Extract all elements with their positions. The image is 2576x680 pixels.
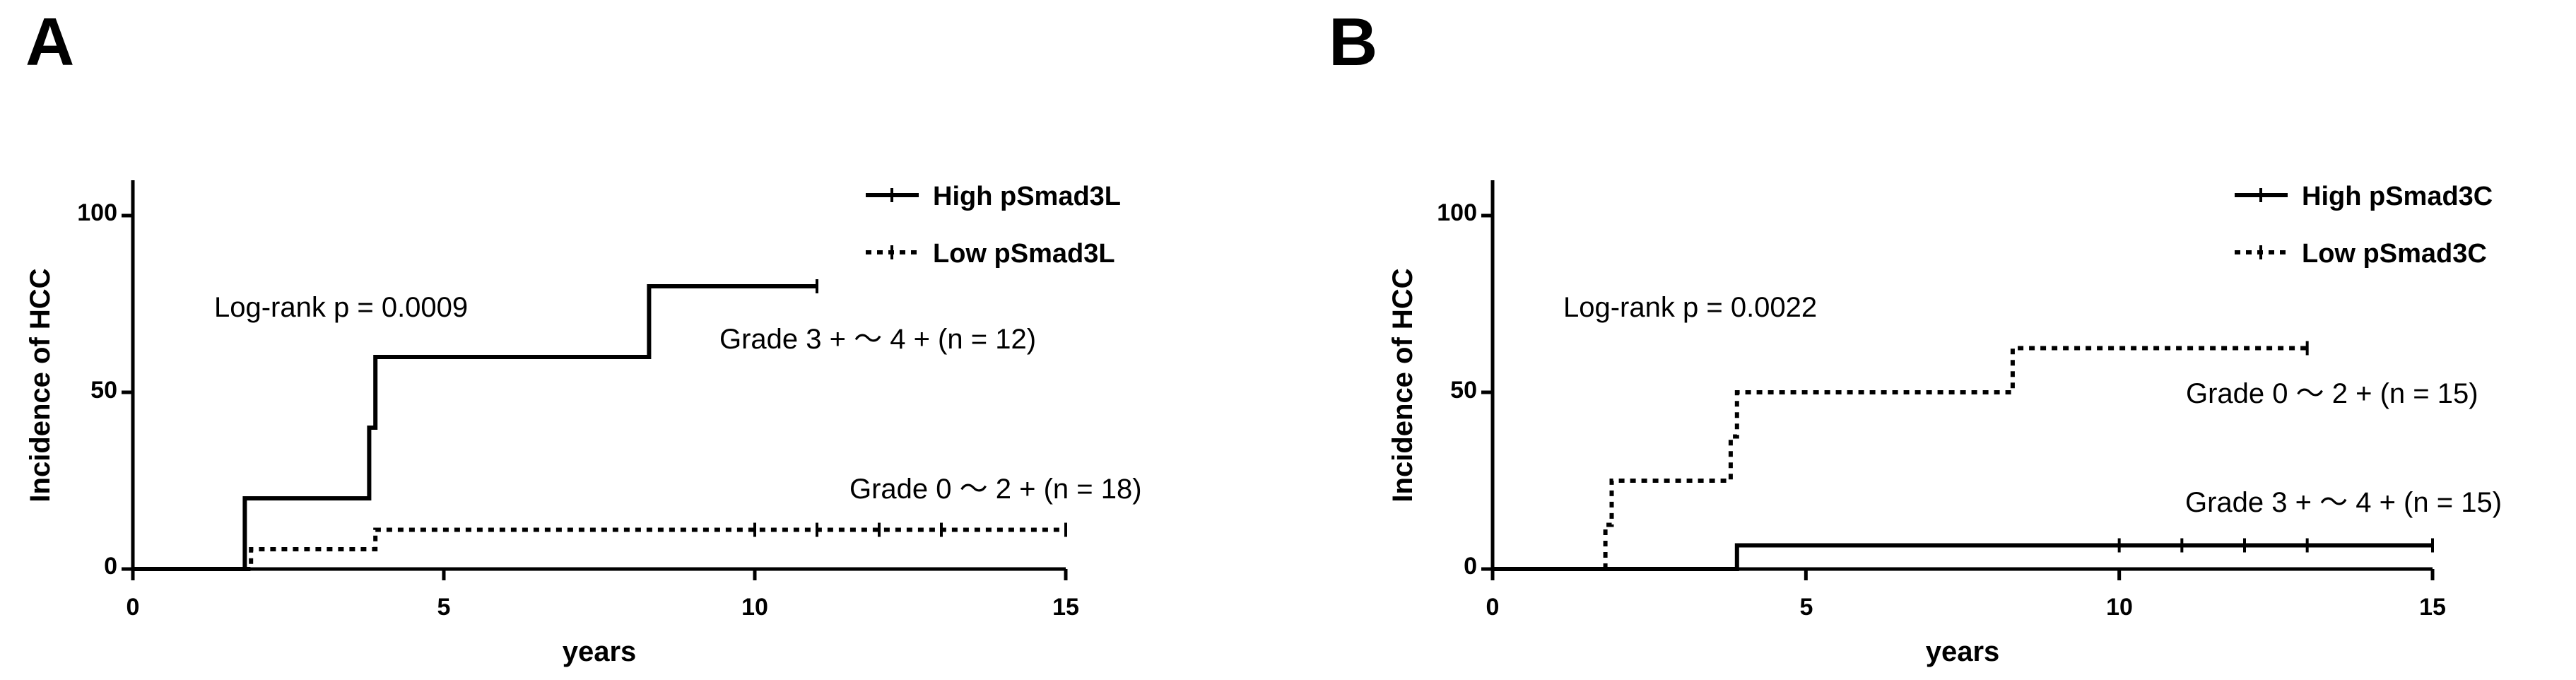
panel-b-y-tick-label-0: 0 <box>1464 553 1477 580</box>
panel-b: B Incidence of HCC years 100 50 0 0 5 10… <box>1329 4 2502 667</box>
panel-a-legend-label-high: High pSmad3L <box>933 182 1121 211</box>
panel-a: A Incidence of HCC years 100 50 0 0 5 10… <box>25 4 1142 667</box>
panel-b-y-tick-label-100: 100 <box>1437 199 1477 226</box>
panel-b-x-tick-label-5: 5 <box>1800 594 1813 621</box>
panel-a-annotation-log-rank: Log-rank p = 0.0009 <box>214 292 468 323</box>
panel-b-x-tick-label-0: 0 <box>1486 594 1500 621</box>
panel-b-legend-label-high: High pSmad3C <box>2302 182 2493 211</box>
panel-b-y-tick-label-50: 50 <box>1450 377 1477 404</box>
panel-b-x-axis-title: years <box>1926 636 2000 667</box>
panel-a-y-tick-label-50: 50 <box>90 377 117 404</box>
panel-a-annotation-grade-low: Grade 0 ～ 2 + (n = 18) <box>849 474 1142 505</box>
panel-a-x-tick-label-10: 10 <box>741 594 768 621</box>
panel-a-y-tick-label-0: 0 <box>104 553 117 580</box>
panel-b-legend-label-low: Low pSmad3C <box>2302 239 2487 269</box>
panel-b-plot-area <box>1481 180 2435 580</box>
panel-b-x-tick-label-15: 15 <box>2419 594 2446 621</box>
panel-b-series-high-curve <box>1493 543 2433 571</box>
panel-b-annotation-grade-low: Grade 0 ～ 2 + (n = 15) <box>2186 378 2478 409</box>
panel-b-series-low-curve <box>1603 346 2307 569</box>
panel-a-x-tick-label-0: 0 <box>127 594 140 621</box>
panel-a-series-low-curve <box>245 527 1066 571</box>
panel-a-y-axis-title: Incidence of HCC <box>25 268 56 502</box>
panel-a-legend-label-low: Low pSmad3L <box>933 239 1115 269</box>
panel-b-y-axis-title: Incidence of HCC <box>1387 268 1418 502</box>
panel-b-annotation-log-rank: Log-rank p = 0.0022 <box>1563 292 1817 323</box>
panel-b-annotation-grade-high: Grade 3 + ～ 4 + (n = 15) <box>2185 487 2502 518</box>
panel-a-y-tick-label-100: 100 <box>77 199 117 226</box>
panel-label-b: B <box>1329 4 1377 80</box>
panel-a-plot-area <box>122 180 1068 580</box>
panel-a-x-axis-title: years <box>563 636 637 667</box>
panel-a-annotation-grade-high: Grade 3 + ～ 4 + (n = 12) <box>719 324 1036 355</box>
panel-a-series-high-curve <box>133 284 817 571</box>
panel-a-x-tick-label-5: 5 <box>437 594 451 621</box>
panel-label-a: A <box>25 4 74 80</box>
panel-b-x-tick-label-10: 10 <box>2106 594 2133 621</box>
panel-a-x-tick-label-15: 15 <box>1052 594 1079 621</box>
